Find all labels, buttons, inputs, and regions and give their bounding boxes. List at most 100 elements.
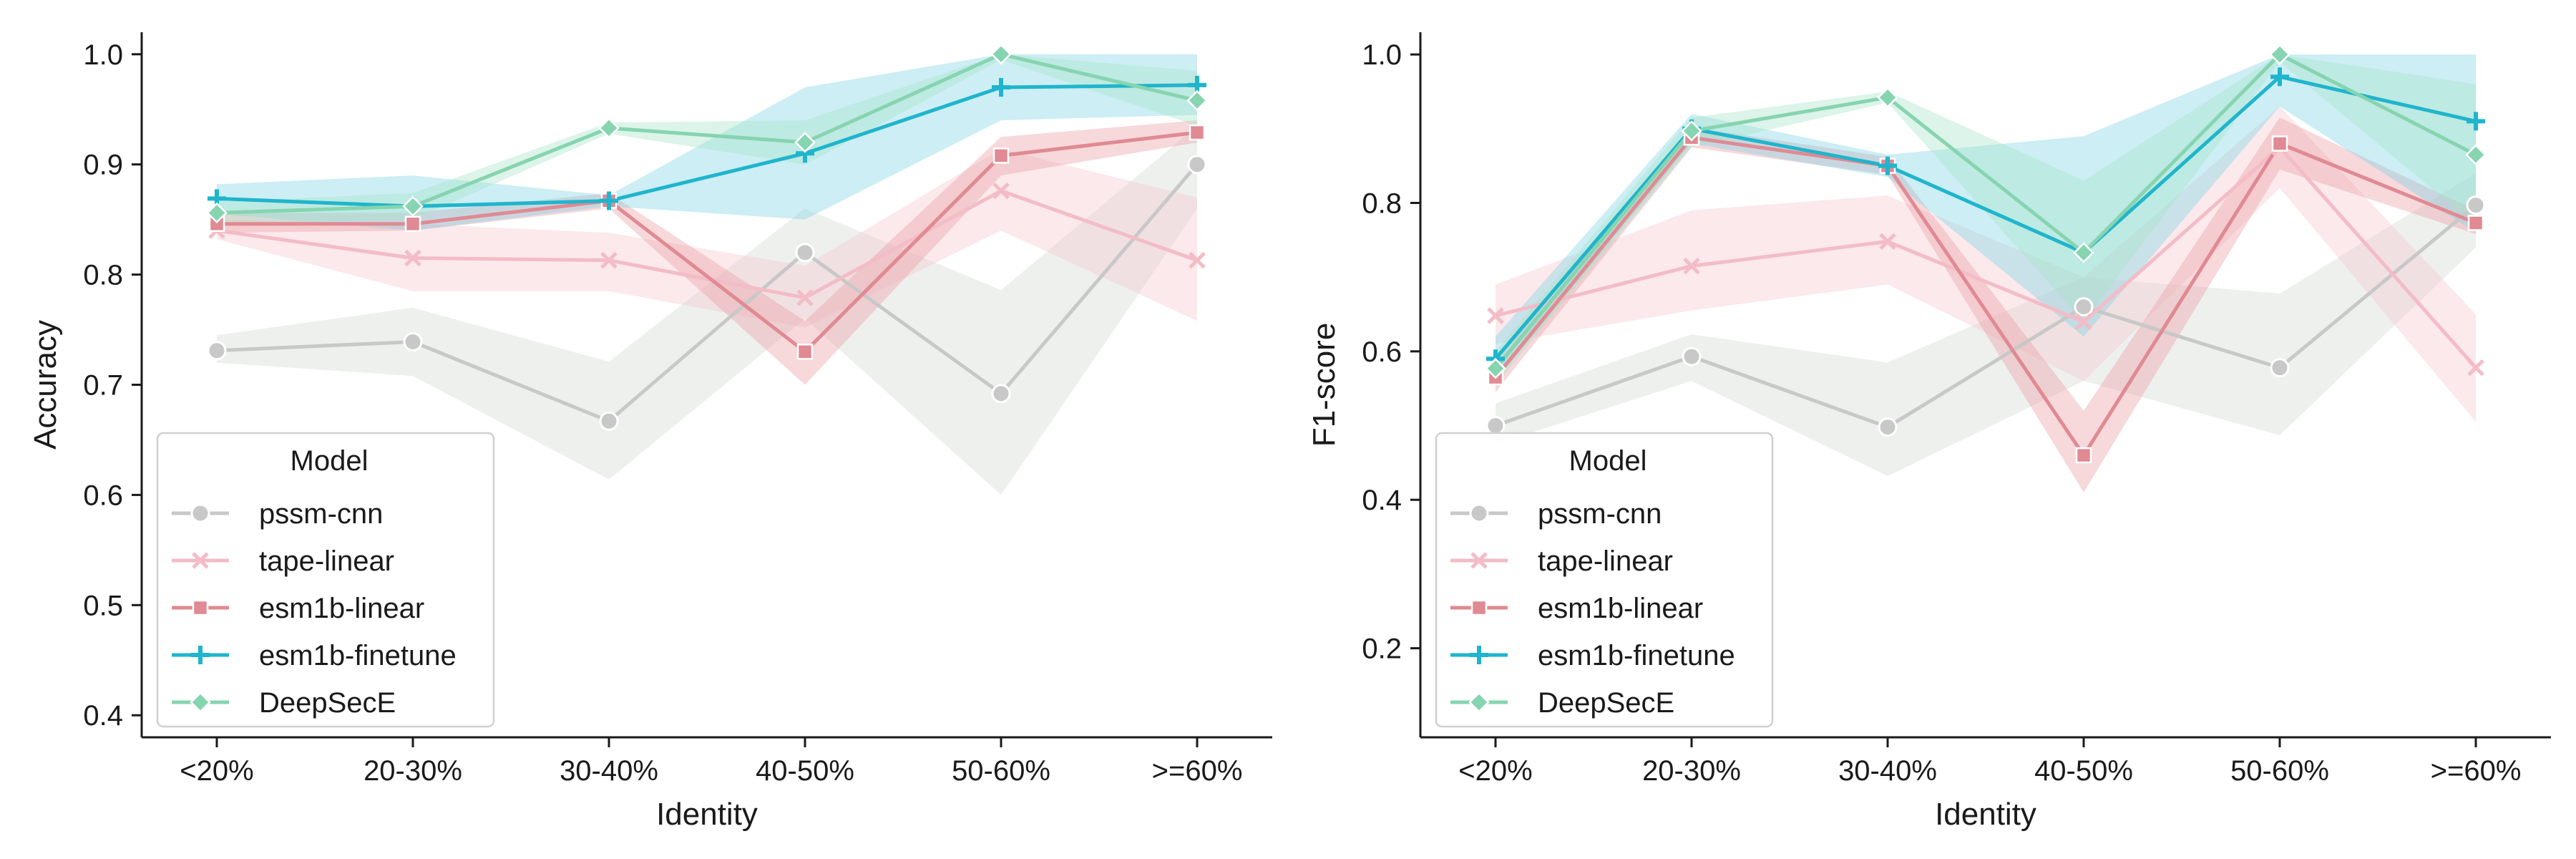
- confidence-band-esm1b-finetune: [1496, 54, 2476, 382]
- data-point-deepsece: [206, 202, 228, 224]
- x-tick-label: <20%: [180, 755, 253, 787]
- legend-label-esm1b-linear: esm1b-linear: [259, 593, 424, 624]
- data-point-deepsece: [1485, 357, 1506, 379]
- x-tick-label: 40-50%: [756, 755, 854, 787]
- legend-box: [156, 432, 495, 728]
- x-tick-label: 50-60%: [2230, 755, 2329, 787]
- data-point-tape-linear: [1879, 233, 1896, 251]
- legend: Model pssm-cnn tape-linear esm1b-linear esm1…: [156, 432, 495, 728]
- confidence-band-esm1b-linear: [217, 120, 1197, 385]
- data-point-tape-linear: [1683, 257, 1700, 275]
- legend-title: Model: [291, 445, 369, 477]
- confidence-band-deepsece: [217, 54, 1197, 224]
- y-tick-label: 0.4: [83, 700, 123, 732]
- legend-marker-deepsece: [190, 691, 211, 713]
- data-point-pssm-cnn: [2270, 358, 2290, 378]
- data-point-pssm-cnn: [2074, 297, 2094, 317]
- confidence-band-tape-linear: [217, 149, 1197, 328]
- legend-title: Model: [1569, 445, 1647, 477]
- x-tick-label: 30-40%: [1838, 755, 1937, 787]
- series-line-esm1b-finetune: [1494, 74, 2477, 360]
- data-point-tape-linear: [1487, 307, 1504, 324]
- data-point-esm1b-linear: [2075, 447, 2092, 464]
- data-point-esm1b-finetune: [2270, 67, 2289, 87]
- legend: Model pssm-cnn tape-linear esm1b-linear esm1…: [1435, 432, 1774, 728]
- data-point-pssm-cnn: [403, 331, 423, 351]
- x-tick-label: 50-60%: [952, 755, 1050, 787]
- data-point-esm1b-linear: [2271, 135, 2288, 152]
- x-tick-label: 30-40%: [560, 755, 658, 787]
- data-point-tape-linear: [404, 249, 421, 267]
- y-tick-label: 0.4: [1362, 485, 1402, 516]
- confidence-band-pssm-cnn: [217, 125, 1197, 495]
- legend-label-esm1b-linear: esm1b-linear: [1538, 593, 1703, 624]
- y-axis-label: F1-score: [1307, 323, 1342, 447]
- data-point-deepsece: [1681, 120, 1702, 142]
- data-point-esm1b-linear: [992, 147, 1010, 164]
- data-point-esm1b-linear: [2467, 215, 2484, 231]
- series-line-esm1b-linear: [217, 130, 1198, 354]
- data-point-pssm-cnn: [991, 384, 1011, 404]
- data-point-tape-linear: [2467, 359, 2484, 377]
- data-point-pssm-cnn: [1878, 417, 1898, 437]
- y-tick-label: 0.5: [83, 590, 123, 621]
- data-point-esm1b-finetune: [2467, 112, 2485, 131]
- legend-label-pssm-cnn: pssm-cnn: [1538, 498, 1662, 530]
- y-tick-label: 1.0: [83, 39, 123, 71]
- data-point-deepsece: [794, 132, 816, 153]
- legend-marker-esm1b-finetune: [1470, 646, 1488, 664]
- legend-label-tape-linear: tape-linear: [259, 545, 394, 577]
- data-point-pssm-cnn: [599, 411, 619, 431]
- confidence-band-tape-linear: [1496, 106, 2476, 422]
- confidence-bands: [1496, 54, 2476, 492]
- data-point-deepsece: [402, 195, 424, 217]
- x-tick-label: 20-30%: [1642, 755, 1741, 787]
- data-point-esm1b-linear: [796, 344, 814, 360]
- x-tick-label: 20-30%: [364, 755, 462, 787]
- data-point-esm1b-finetune: [1878, 156, 1897, 175]
- y-tick-label: 0.6: [1362, 336, 1402, 368]
- data-point-pssm-cnn: [2466, 195, 2486, 215]
- legend-marker-pssm-cnn: [190, 503, 210, 523]
- legend-label-esm1b-finetune: esm1b-finetune: [259, 640, 457, 671]
- data-point-esm1b-linear: [1189, 124, 1206, 141]
- data-point-pssm-cnn: [1187, 155, 1207, 175]
- data-point-tape-linear: [1189, 251, 1206, 269]
- series-lines: [216, 52, 1199, 423]
- data-point-esm1b-linear: [404, 215, 421, 233]
- legend-marker-esm1b-linear: [1470, 599, 1488, 616]
- legend-box: [1435, 432, 1774, 728]
- data-point-esm1b-finetune: [600, 191, 618, 210]
- y-tick-label: 0.7: [83, 370, 123, 402]
- legend-marker-tape-linear: [1470, 552, 1488, 569]
- series-line-tape-linear: [1495, 145, 2477, 369]
- x-tick-label: >=60%: [1152, 755, 1243, 787]
- confidence-band-pssm-cnn: [1496, 173, 2476, 476]
- data-point-pssm-cnn: [207, 341, 227, 361]
- series-line-deepsece: [1494, 52, 2477, 370]
- data-point-pssm-cnn: [1485, 416, 1506, 436]
- y-tick-label: 0.2: [1362, 634, 1402, 665]
- series-line-pssm-cnn: [1495, 203, 2477, 430]
- data-point-deepsece: [598, 117, 620, 139]
- f1-score-panel: 0.2 0.4 0.6 0.8 1.0 <20% 20-30% 30-40% 40-50% 50-…: [1307, 32, 2551, 832]
- legend-marker-deepsece: [1468, 691, 1490, 713]
- x-axis-label: Identity: [1935, 797, 2036, 832]
- data-point-deepsece: [2269, 44, 2290, 65]
- legend-label-deepsece: DeepSecE: [1538, 687, 1674, 719]
- confidence-band-esm1b-linear: [1496, 117, 2476, 492]
- legend-marker-esm1b-finetune: [191, 646, 210, 664]
- series-line-deepsece: [216, 52, 1198, 215]
- data-point-tape-linear: [2075, 313, 2092, 331]
- y-tick-label: 0.9: [83, 150, 123, 181]
- x-tick-label: 40-50%: [2034, 755, 2133, 787]
- legend-marker-tape-linear: [192, 552, 209, 569]
- y-tick-label: 0.6: [83, 480, 123, 511]
- y-tick-label: 1.0: [1362, 39, 1402, 71]
- legend-marker-pssm-cnn: [1469, 503, 1489, 523]
- data-point-tape-linear: [600, 251, 618, 269]
- legend-label-deepsece: DeepSecE: [259, 687, 396, 719]
- data-point-deepsece: [2073, 242, 2094, 263]
- legend-label-esm1b-finetune: esm1b-finetune: [1538, 640, 1735, 671]
